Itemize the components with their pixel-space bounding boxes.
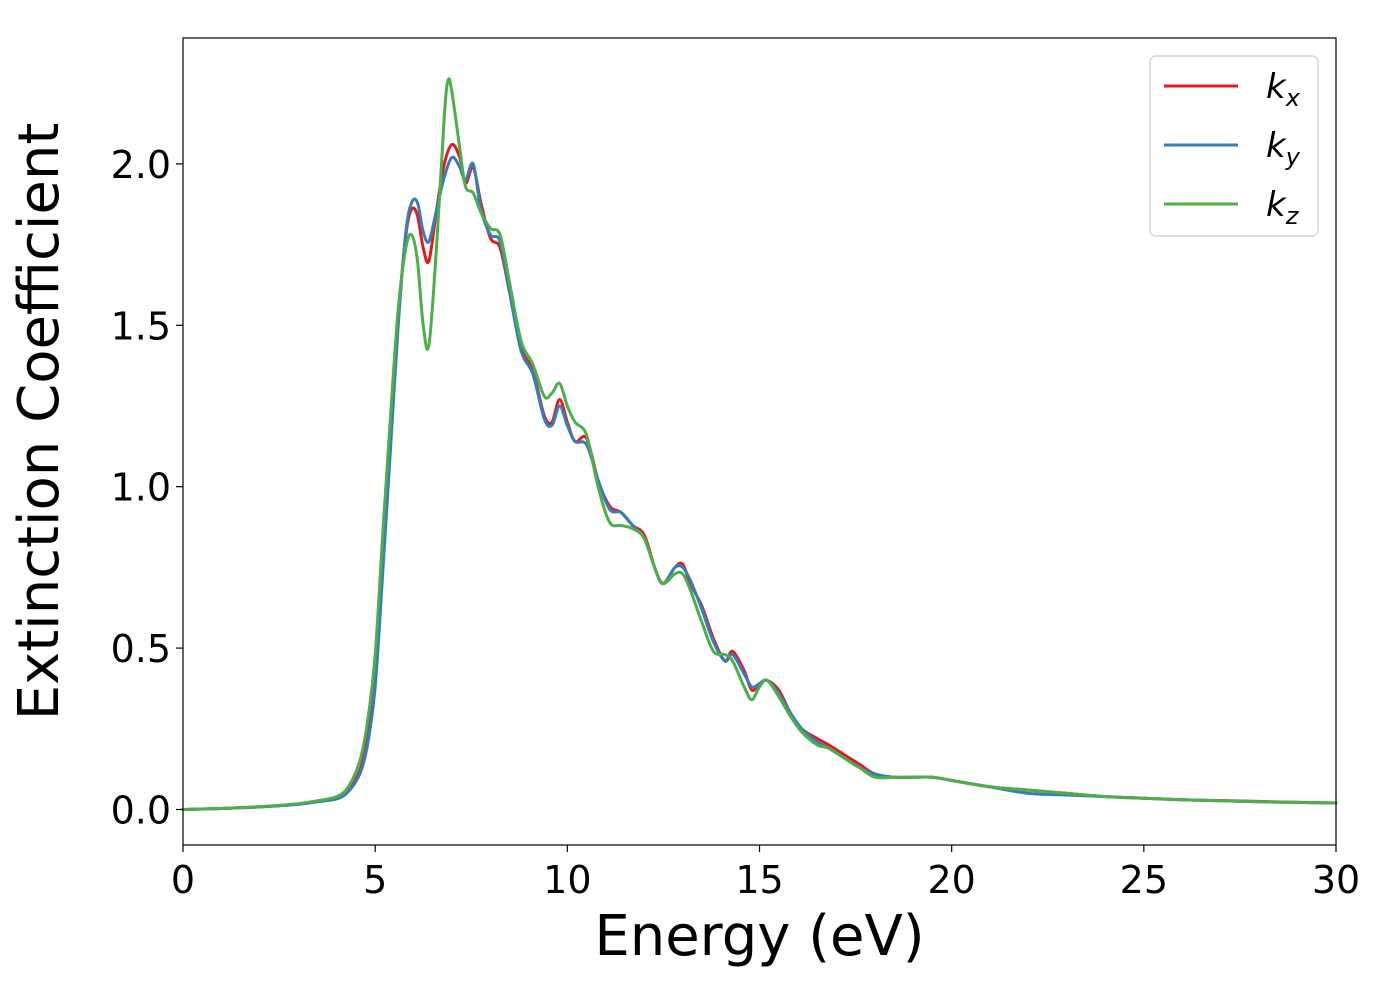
legend: kx ky kz (1149, 55, 1319, 237)
x-tick-label: 15 (735, 858, 783, 902)
legend-label-x: kx (1266, 67, 1301, 112)
series-line-z (181, 77, 1338, 811)
x-tick-label: 30 (1312, 858, 1360, 902)
legend-label-y: ky (1266, 126, 1301, 171)
x-axis-title: Energy (eV) (594, 904, 924, 969)
series-layer (181, 77, 1338, 811)
x-tick-label: 25 (1120, 858, 1168, 902)
y-tick-label: 2.0 (111, 143, 171, 187)
x-tick-label: 0 (171, 858, 195, 902)
x-tick-label: 10 (543, 858, 591, 902)
y-axis-ticks: 0.0 0.5 1.0 1.5 2.0 (111, 143, 183, 832)
y-tick-label: 0.0 (111, 788, 171, 832)
x-tick-label: 20 (927, 858, 975, 902)
x-tick-label: 5 (363, 858, 387, 902)
y-tick-label: 0.5 (111, 627, 171, 671)
x-axis-ticks: 0 5 10 15 20 25 30 (171, 845, 1360, 902)
legend-label-z: kz (1266, 185, 1300, 230)
y-axis-title: Extinction Coefficient (7, 123, 72, 721)
y-tick-label: 1.5 (111, 304, 171, 348)
y-tick-label: 1.0 (111, 466, 171, 510)
